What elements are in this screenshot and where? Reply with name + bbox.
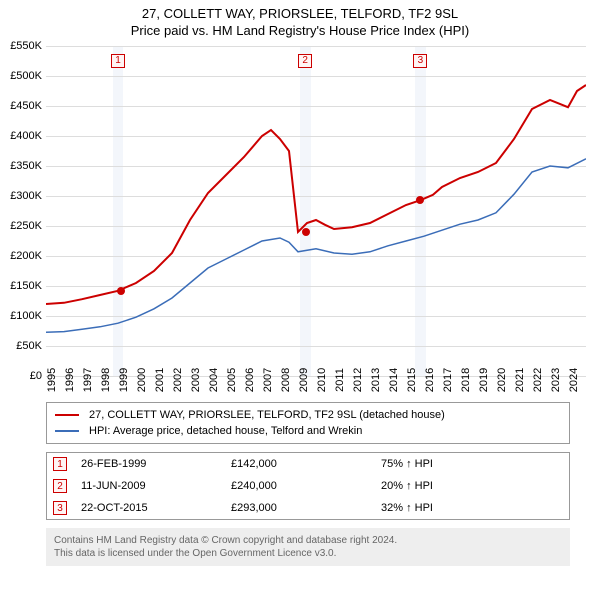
price-chart: £0£50K£100K£150K£200K£250K£300K£350K£400… (46, 46, 586, 396)
y-axis-label: £300K (10, 190, 42, 202)
legend-row: HPI: Average price, detached house, Telf… (55, 423, 561, 439)
sale-date: 26-FEB-1999 (75, 453, 225, 475)
legend-swatch (55, 430, 79, 432)
page-subtitle: Price paid vs. HM Land Registry's House … (0, 23, 600, 38)
y-axis-label: £200K (10, 250, 42, 262)
sale-price: £240,000 (225, 475, 375, 497)
series-line (46, 159, 586, 332)
sale-delta: 32% ↑ HPI (375, 497, 569, 519)
page-title: 27, COLLETT WAY, PRIORSLEE, TELFORD, TF2… (0, 6, 600, 21)
sale-index-box: 3 (53, 501, 67, 515)
y-axis-label: £0 (30, 370, 42, 382)
sale-dot (416, 196, 424, 204)
sale-delta: 75% ↑ HPI (375, 453, 569, 475)
sale-date: 22-OCT-2015 (75, 497, 225, 519)
sale-dot (302, 228, 310, 236)
sale-marker: 1 (111, 54, 125, 68)
y-axis-label: £150K (10, 280, 42, 292)
sale-marker: 3 (413, 54, 427, 68)
series-line (46, 85, 586, 304)
sale-dot (117, 287, 125, 295)
sale-index-box: 2 (53, 479, 67, 493)
footer-line: This data is licensed under the Open Gov… (54, 547, 562, 560)
sale-date: 11-JUN-2009 (75, 475, 225, 497)
table-row: 3 22-OCT-2015£293,00032% ↑ HPI (47, 497, 569, 519)
sale-price: £293,000 (225, 497, 375, 519)
footer-line: Contains HM Land Registry data © Crown c… (54, 534, 562, 547)
legend-label: 27, COLLETT WAY, PRIORSLEE, TELFORD, TF2… (89, 407, 445, 423)
legend-swatch (55, 414, 79, 416)
y-axis-label: £350K (10, 160, 42, 172)
y-axis-label: £250K (10, 220, 42, 232)
y-axis-label: £50K (16, 340, 42, 352)
y-axis-label: £500K (10, 70, 42, 82)
table-row: 1 26-FEB-1999£142,00075% ↑ HPI (47, 453, 569, 475)
sales-table: 1 26-FEB-1999£142,00075% ↑ HPI 2 11-JUN-200… (46, 452, 570, 520)
y-axis-label: £550K (10, 40, 42, 52)
sale-index-box: 1 (53, 457, 67, 471)
chart-lines (46, 46, 586, 376)
sale-delta: 20% ↑ HPI (375, 475, 569, 497)
y-axis-label: £100K (10, 310, 42, 322)
table-row: 2 11-JUN-2009£240,00020% ↑ HPI (47, 475, 569, 497)
y-axis-label: £450K (10, 100, 42, 112)
footer-attribution: Contains HM Land Registry data © Crown c… (46, 528, 570, 566)
chart-legend: 27, COLLETT WAY, PRIORSLEE, TELFORD, TF2… (46, 402, 570, 444)
sale-price: £142,000 (225, 453, 375, 475)
y-axis-label: £400K (10, 130, 42, 142)
legend-row: 27, COLLETT WAY, PRIORSLEE, TELFORD, TF2… (55, 407, 561, 423)
sale-marker: 2 (298, 54, 312, 68)
legend-label: HPI: Average price, detached house, Telf… (89, 423, 362, 439)
